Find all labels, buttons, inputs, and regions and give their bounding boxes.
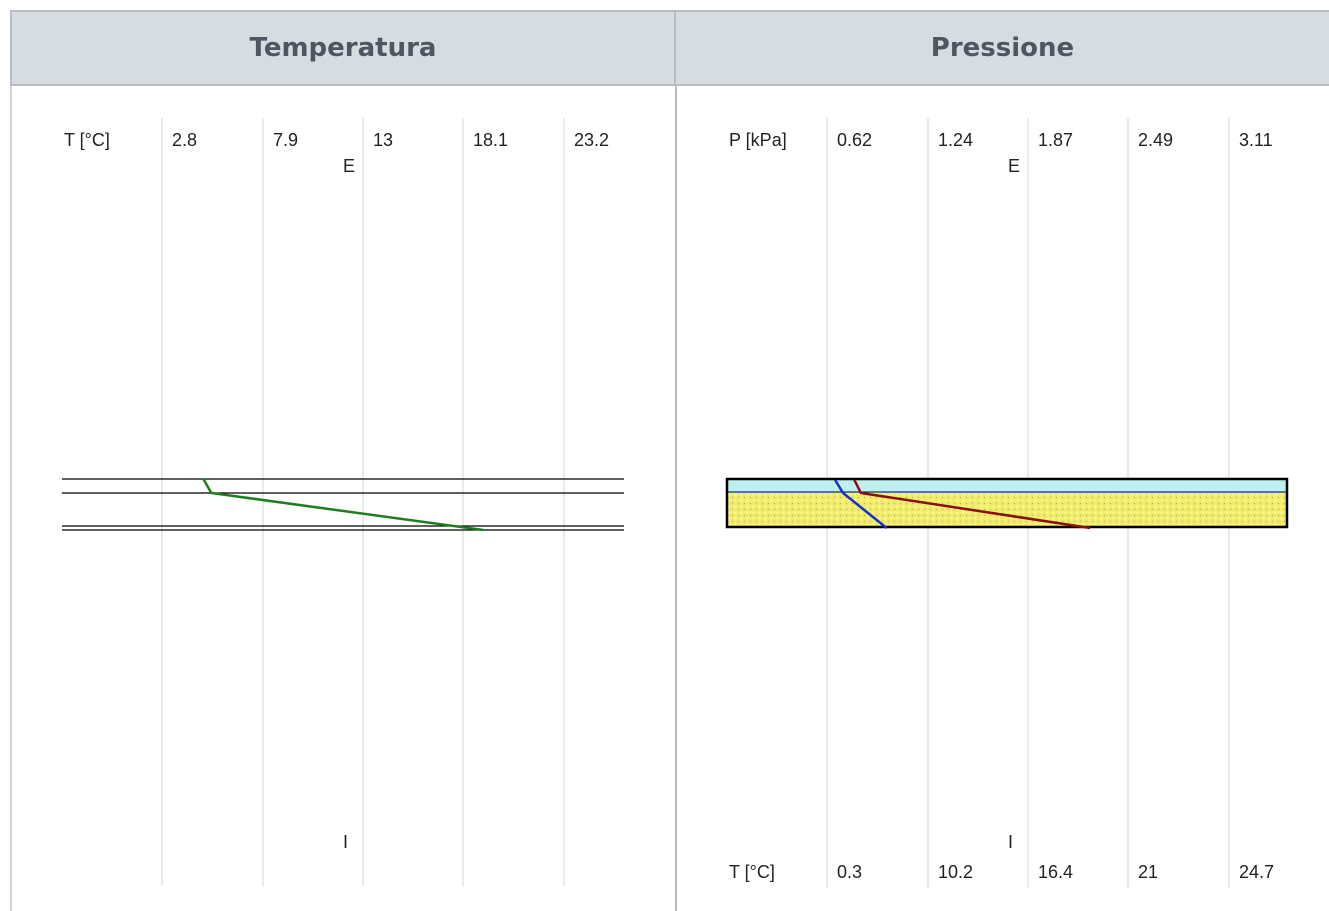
tick-label-pressure: 1.87 bbox=[1038, 130, 1073, 150]
tick-label-temperature-bottom: 21 bbox=[1138, 862, 1158, 882]
vapor-pressure-line bbox=[834, 479, 888, 529]
tick-label: 18.1 bbox=[473, 130, 508, 150]
pressure-header: Pressione bbox=[675, 10, 1329, 86]
wall-outline bbox=[725, 477, 1289, 529]
temperature-title: Temperatura bbox=[249, 33, 437, 63]
tick-label-pressure: 0.62 bbox=[837, 130, 872, 150]
tick-label-pressure: 3.11 bbox=[1239, 130, 1273, 150]
saturation-pressure-line bbox=[853, 479, 1091, 530]
side-label-exterior: E bbox=[1008, 156, 1020, 176]
temperature-chart: T [°C] 2.8 7.9 13 18.1 23.2 E I bbox=[62, 118, 624, 886]
pressure-title: Pressione bbox=[930, 33, 1075, 63]
side-label-interior: I bbox=[343, 832, 348, 852]
axis-label-temperature-bottom: T [°C] bbox=[729, 862, 775, 882]
insulation-layer bbox=[727, 493, 1287, 526]
panel-divider bbox=[675, 86, 677, 911]
tick-label-temperature-bottom: 24.7 bbox=[1239, 862, 1274, 882]
side-label-interior: I bbox=[1008, 832, 1013, 852]
tick-label: 2.8 bbox=[172, 130, 197, 150]
tick-label: 7.9 bbox=[273, 130, 298, 150]
tick-label: 13 bbox=[373, 130, 393, 150]
temperature-profile-line bbox=[202, 478, 484, 532]
tick-label-pressure: 2.49 bbox=[1138, 130, 1173, 150]
pressure-chart: P [kPa] 0.62 1.24 1.87 2.49 3.11 T [°C] 0.3 10.2… bbox=[725, 118, 1289, 888]
tick-label-temperature-bottom: 0.3 bbox=[837, 862, 862, 882]
axis-label-pressure: P [kPa] bbox=[729, 130, 787, 150]
tick-label-temperature-bottom: 10.2 bbox=[938, 862, 973, 882]
tick-label-temperature-bottom: 16.4 bbox=[1038, 862, 1073, 882]
side-label-exterior: E bbox=[343, 156, 355, 176]
temperature-header: Temperatura bbox=[10, 10, 675, 86]
tick-label: 23.2 bbox=[574, 130, 609, 150]
axis-label-temperature: T [°C] bbox=[64, 130, 110, 150]
tick-label-pressure: 1.24 bbox=[938, 130, 973, 150]
left-border bbox=[10, 86, 12, 911]
